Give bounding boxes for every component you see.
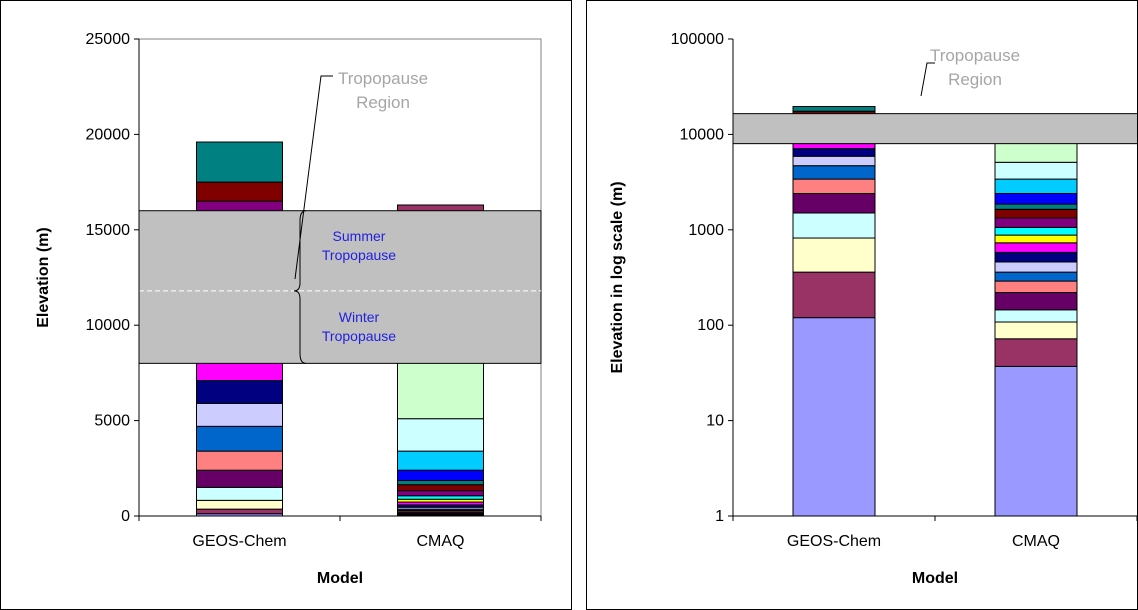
- tropopause-label-line-2: Region: [356, 93, 410, 112]
- bar-segment-geos-chem-5: [196, 469, 283, 488]
- y-axis-title: Elevation in log scale (m): [609, 181, 626, 373]
- y-tick-label-3: 100: [697, 317, 724, 334]
- bar-segment-geos-chem-9: [792, 148, 876, 157]
- winter-tropopause-label-line-2: Tropopause: [322, 328, 396, 344]
- bar-segment-cmaq-9: [994, 251, 1078, 263]
- y-tick-label-1: 0: [121, 508, 130, 525]
- bar-segment-cmaq-5: [994, 292, 1078, 311]
- x-axis-title: Model: [317, 570, 363, 587]
- winter-tropopause-label-line-1: Winter: [339, 309, 380, 325]
- bar-segment-cmaq-1: [994, 365, 1078, 517]
- tropopause-band: [732, 113, 1137, 145]
- bar-segment-geos-chem-9: [196, 380, 283, 404]
- y-axis-title: Elevation (m): [35, 227, 52, 327]
- bar-segment-geos-chem-3: [792, 237, 876, 273]
- bar-segment-geos-chem-1: [792, 317, 876, 517]
- bar-segment-cmaq-7: [994, 271, 1078, 282]
- summer-tropopause-label-line-1: Summer: [333, 228, 386, 244]
- x-category-label-1: GEOS-Chem: [787, 533, 881, 550]
- bar-segment-cmaq-18: [994, 161, 1078, 180]
- bar-segment-geos-chem-15: [196, 141, 283, 183]
- bar-segment-cmaq-2: [994, 338, 1078, 367]
- bar-segment-cmaq-6: [994, 280, 1078, 294]
- bar-segment-geos-chem-4: [196, 486, 283, 501]
- x-axis-title: Model: [912, 570, 958, 587]
- y-tick-label-6: 100000: [671, 31, 724, 48]
- y-tick-label-4: 15000: [86, 222, 131, 239]
- bar-segment-geos-chem-6: [792, 178, 876, 195]
- tropopause-brace: [293, 210, 307, 364]
- bar-segment-geos-chem-6: [196, 450, 283, 471]
- bar-segment-cmaq-16: [397, 469, 484, 482]
- bar-segment-geos-chem-15: [792, 106, 876, 112]
- bar-segment-cmaq-17: [994, 178, 1078, 195]
- y-tick-label-5: 20000: [86, 126, 131, 143]
- bar-segment-cmaq-16: [994, 193, 1078, 205]
- x-category-label-1: GEOS-Chem: [192, 533, 286, 550]
- chart-linear-panel: 0 5000 10000 15000 20000 25000 GEOS-Chem CMAQ Mo…: [0, 0, 572, 610]
- bar-segment-geos-chem-10: [196, 360, 283, 382]
- bar-segment-cmaq-18: [397, 418, 484, 452]
- bar-segment-geos-chem-2: [196, 508, 283, 515]
- y-tick-label-2: 5000: [94, 413, 130, 430]
- chart-log-panel: 1 10 100 1000 10000 100000 GEOS-Chem CMAQ Model E…: [586, 0, 1138, 610]
- tropopause-label-line-2: Region: [948, 70, 1002, 89]
- y-tick-label-1: 1: [715, 508, 724, 525]
- bar-segment-cmaq-15: [994, 203, 1078, 210]
- summer-tropopause-label-line-2: Tropopause: [322, 247, 396, 263]
- x-category-label-2: CMAQ: [417, 533, 465, 550]
- y-tick-label-6: 25000: [86, 31, 131, 48]
- y-tick-label-5: 10000: [680, 126, 725, 143]
- bar-segment-geos-chem-2: [792, 271, 876, 319]
- bar-segment-cmaq-12: [397, 495, 484, 500]
- bar-segment-cmaq-12: [994, 226, 1078, 236]
- bar-segment-cmaq-19: [994, 142, 1078, 163]
- bar-segment-geos-chem-7: [792, 165, 876, 180]
- y-tick-label-3: 10000: [86, 317, 131, 334]
- tropopause-band: [138, 210, 542, 364]
- bar-segment-geos-chem-3: [196, 499, 283, 510]
- y-tick-label-2: 10: [706, 413, 724, 430]
- bar-segment-cmaq-13: [397, 490, 484, 497]
- bar-segment-cmaq-17: [397, 450, 484, 471]
- bar-segment-geos-chem-8: [196, 402, 283, 427]
- chart-log-elevation: 1 10 100 1000 10000 100000 GEOS-Chem CMAQ Model E…: [609, 31, 1137, 587]
- bar-segment-geos-chem-14: [196, 181, 283, 202]
- bar-segment-cmaq-8: [994, 261, 1078, 273]
- chart-linear-elevation: 0 5000 10000 15000 20000 25000 GEOS-Chem CMAQ Mo…: [35, 31, 542, 587]
- y-tick-label-4: 1000: [688, 222, 724, 239]
- bar-segment-cmaq-3: [994, 321, 1078, 340]
- bar-segment-geos-chem-7: [196, 425, 283, 452]
- bar-segment-cmaq-11: [994, 234, 1078, 244]
- bar-segment-geos-chem-8: [792, 155, 876, 167]
- bar-segment-cmaq-14: [994, 208, 1078, 219]
- bar-segment-cmaq-10: [994, 242, 1078, 253]
- bar-segment-cmaq-4: [994, 309, 1078, 323]
- bar-segment-cmaq-15: [397, 480, 484, 486]
- bar-segment-geos-chem-4: [792, 212, 876, 239]
- bar-segment-cmaq-19: [397, 360, 484, 420]
- tropopause-callout-line: [920, 62, 935, 97]
- tropopause-label-line-1: Tropopause: [930, 46, 1020, 65]
- bar-segment-cmaq-14: [397, 484, 484, 492]
- tropopause-label-line-1: Tropopause: [338, 69, 428, 88]
- x-category-label-2: CMAQ: [1012, 533, 1060, 550]
- bar-segment-geos-chem-5: [792, 193, 876, 214]
- bar-segment-cmaq-13: [994, 217, 1078, 228]
